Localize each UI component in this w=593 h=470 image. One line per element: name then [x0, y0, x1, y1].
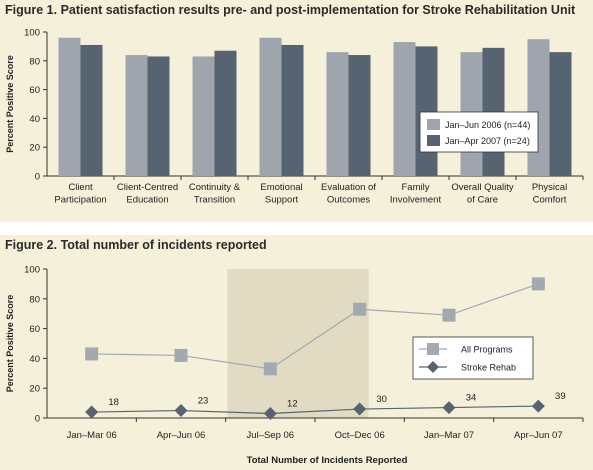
x-tick-label: Jan–Mar 06 — [67, 430, 117, 441]
data-label: 12 — [287, 399, 298, 410]
data-label: 18 — [108, 397, 119, 408]
x-tick-label: Apr–Jun 06 — [157, 430, 206, 441]
y-axis-title: Percent Positive Score — [5, 55, 15, 153]
marker-stroke-rehab — [85, 405, 99, 419]
category-label: Physical — [532, 182, 567, 193]
bar-post — [281, 44, 304, 177]
y-tick-label: 20 — [29, 384, 40, 395]
category-label: Outcomes — [327, 195, 371, 206]
y-tick-label: 60 — [29, 85, 40, 96]
bar-post — [147, 56, 170, 177]
series-line-all-programs — [91, 283, 539, 370]
x-tick-label: Apr–Jun 07 — [514, 430, 563, 441]
bar-pre — [527, 39, 550, 177]
category-label: Client-Centred — [117, 182, 178, 193]
category-label: Continuity & — [189, 182, 241, 193]
category-label: Involvement — [390, 195, 442, 206]
data-label: 39 — [555, 391, 566, 402]
category-label: Comfort — [533, 195, 567, 206]
y-tick-label: 20 — [29, 143, 40, 154]
figure-2-chart: 0 20 40 60 80 100 Percent Positive Score Jan–Ma… — [5, 265, 584, 466]
category-label: Emotional — [260, 182, 302, 193]
marker-all-programs — [353, 302, 367, 316]
highlight-band — [227, 269, 369, 418]
marker-all-programs — [531, 277, 545, 291]
marker-all-programs — [263, 362, 277, 376]
category-label: of Care — [467, 195, 498, 206]
series-line-stroke-rehab — [91, 405, 539, 415]
category-label: Evaluation of — [321, 182, 376, 193]
category-label: Participation — [54, 195, 106, 206]
legend-label: Stroke Rehab — [461, 363, 516, 373]
data-label: 30 — [376, 394, 387, 405]
bar-post — [80, 44, 103, 177]
legend-marker — [427, 361, 439, 373]
category-label: Family — [402, 182, 430, 193]
x-tick-label: Oct–Dec 06 — [335, 430, 385, 441]
category-label: Client — [68, 182, 93, 193]
marker-stroke-rehab — [353, 402, 367, 416]
figure-1-title: Figure 1. Patient satisfaction results p… — [5, 3, 576, 17]
category-label: Overall Quality — [451, 182, 514, 193]
y-tick-label: 100 — [24, 28, 40, 39]
y-tick-label: 100 — [24, 265, 40, 276]
bar-pre — [58, 37, 81, 177]
category-label: Support — [265, 195, 299, 206]
marker-all-programs — [174, 348, 188, 362]
marker-stroke-rehab — [263, 407, 277, 421]
legend-label: All Programs — [461, 345, 513, 355]
figure-1-chart: 0 20 40 60 80 100 Percent Positive Score Client… — [5, 28, 584, 206]
y-tick-label: 80 — [29, 294, 40, 305]
y-tick-label: 60 — [29, 324, 40, 335]
y-tick-label: 40 — [29, 354, 40, 365]
bar-pre — [192, 56, 215, 177]
marker-stroke-rehab — [174, 404, 188, 418]
bar-post — [415, 46, 438, 177]
bar-pre — [393, 42, 416, 176]
marker-stroke-rehab — [442, 401, 456, 415]
figure-2-panel: Figure 2. Total number of incidents repo… — [0, 235, 593, 470]
y-axis-title: Percent Positive Score — [5, 295, 15, 393]
marker-all-programs — [85, 347, 99, 361]
figure-2-title: Figure 2. Total number of incidents repo… — [5, 238, 267, 252]
marker-stroke-rehab — [531, 399, 545, 413]
bar-pre — [125, 55, 148, 176]
x-tick-label: Jan–Mar 07 — [424, 430, 474, 441]
data-label: 23 — [198, 396, 209, 407]
bar-post — [348, 55, 371, 176]
bar-post — [214, 50, 237, 176]
y-tick-label: 80 — [29, 56, 40, 67]
category-label: Transition — [194, 195, 235, 206]
bar-post — [549, 52, 572, 176]
x-tick-label: Jul–Sep 06 — [247, 430, 295, 441]
legend-label: Jan–Apr 2007 (n=24) — [445, 136, 530, 146]
category-label: Education — [126, 195, 168, 206]
legend-swatch — [427, 119, 440, 130]
legend-marker — [427, 343, 439, 355]
x-axis-title: Total Number of Incidents Reported — [247, 455, 408, 466]
y-tick-label: 40 — [29, 114, 40, 125]
legend-label: Jan–Jun 2006 (n=44) — [445, 120, 530, 130]
data-label: 34 — [466, 393, 477, 404]
marker-all-programs — [442, 308, 456, 322]
y-tick-label: 0 — [35, 172, 40, 183]
bar-pre — [259, 37, 282, 177]
legend-swatch — [427, 135, 440, 146]
figure-1-panel: Figure 1. Patient satisfaction results p… — [0, 0, 593, 222]
y-tick-label: 0 — [35, 414, 40, 425]
bar-pre — [326, 52, 349, 176]
